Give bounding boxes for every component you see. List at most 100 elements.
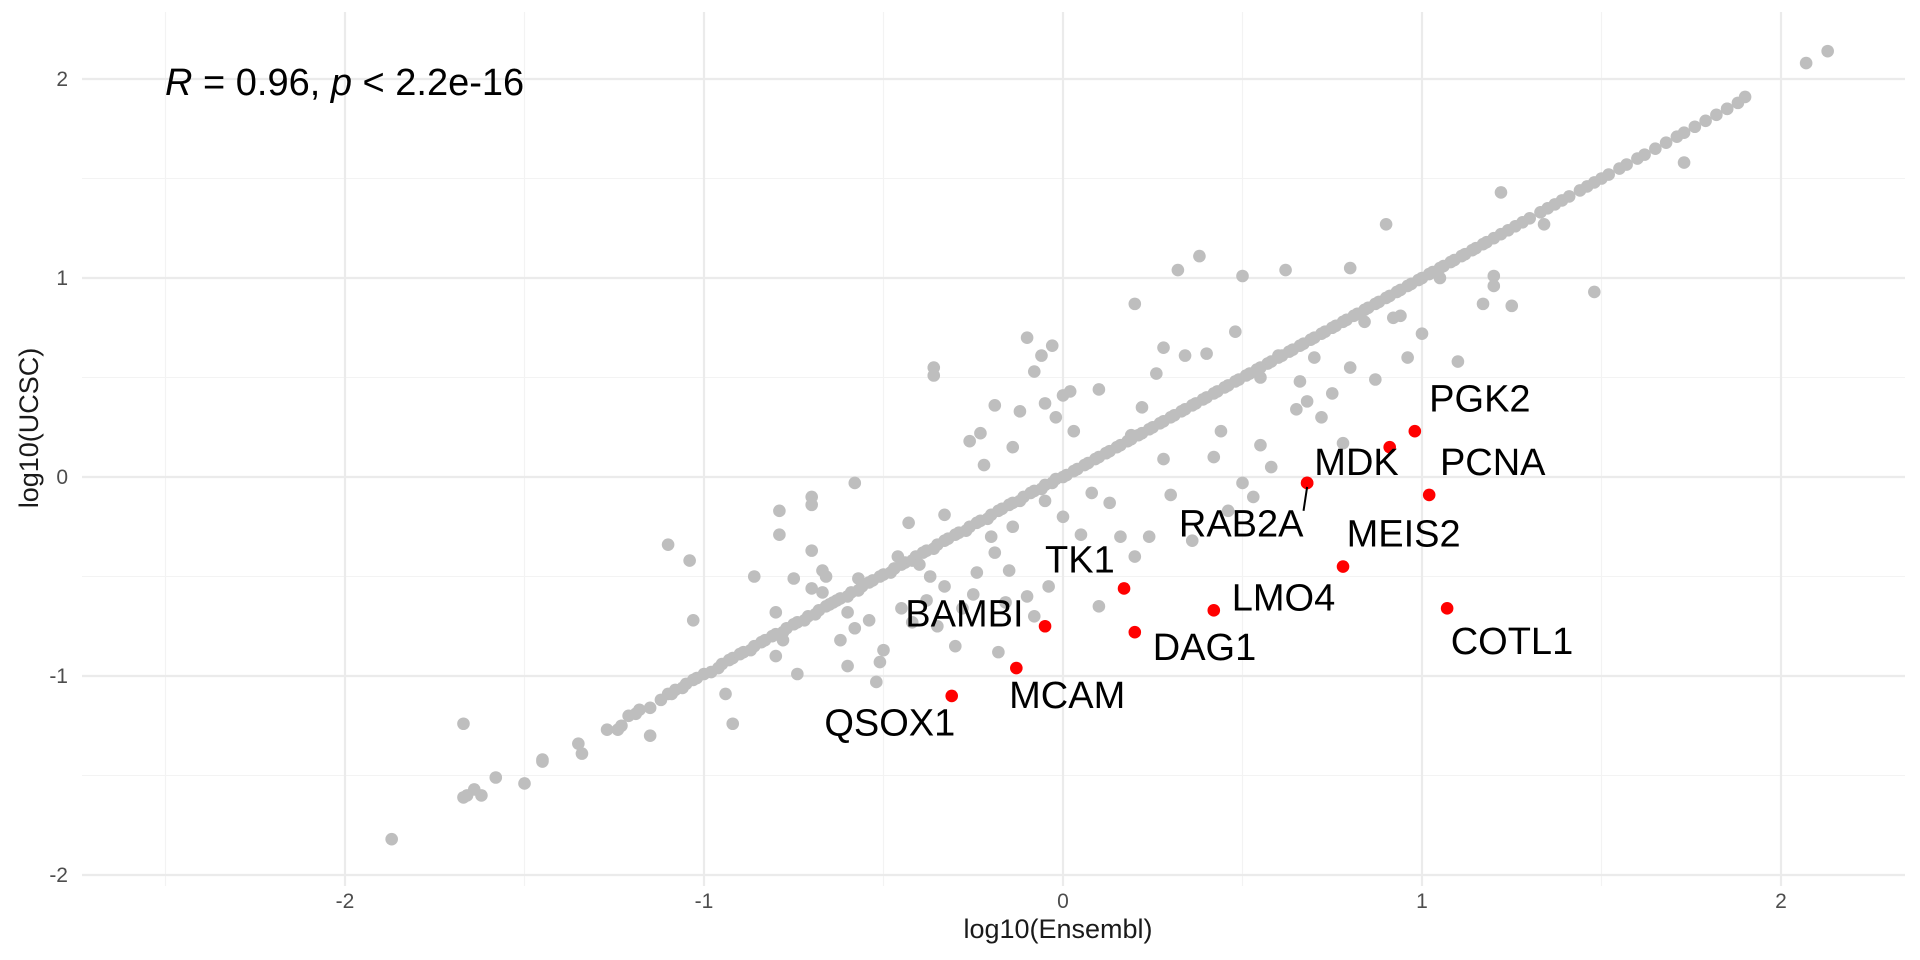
data-point: [1236, 476, 1249, 490]
data-point: [1649, 142, 1662, 155]
data-point: [963, 434, 976, 448]
data-point: [1659, 136, 1673, 149]
data-point: [1537, 217, 1551, 231]
data-point: [726, 717, 740, 731]
data-point: [776, 633, 790, 647]
data-point: [1523, 212, 1536, 225]
highlight-point-lmo4: [1207, 604, 1221, 617]
data-point: [805, 544, 818, 557]
data-point: [819, 570, 833, 583]
data-point: [1476, 297, 1490, 311]
data-point: [848, 621, 862, 635]
highlight-point-pgk2: [1408, 424, 1422, 438]
data-point: [1038, 397, 1052, 410]
data-point: [1246, 490, 1260, 504]
data-point: [769, 649, 783, 663]
highlight-point-rab2a: [1300, 476, 1314, 490]
data-point: [923, 570, 937, 583]
data-point: [719, 687, 732, 701]
data-point: [1638, 148, 1651, 161]
data-point: [1401, 351, 1414, 364]
point-label-rab2a: RAB2A: [1179, 504, 1304, 546]
data-point: [834, 633, 847, 647]
point-label-meis2: MEIS2: [1347, 514, 1461, 556]
data-point: [1487, 279, 1501, 293]
data-point: [1207, 450, 1221, 464]
data-point: [1135, 401, 1149, 414]
data-point: [988, 546, 1002, 559]
data-point: [1264, 460, 1278, 474]
data-point: [841, 659, 854, 673]
data-point: [1308, 351, 1321, 364]
data-point: [1487, 269, 1501, 283]
p-symbol: p: [330, 62, 352, 104]
data-point: [1677, 156, 1691, 169]
data-point: [1128, 550, 1142, 563]
data-point: [686, 613, 700, 627]
data-point: [643, 729, 657, 742]
data-point: [1229, 325, 1242, 339]
data-point: [1279, 263, 1292, 277]
x-tick-label: 1: [1416, 890, 1428, 913]
data-point: [848, 476, 862, 490]
data-point: [1142, 530, 1156, 543]
data-point: [1300, 395, 1314, 408]
data-point: [518, 777, 531, 790]
data-point: [1128, 297, 1142, 311]
y-tick-label: 2: [56, 68, 68, 91]
data-point: [1494, 186, 1508, 199]
highlight-point-cotl1: [1440, 602, 1454, 615]
data-point: [1272, 349, 1285, 362]
data-point: [1415, 327, 1429, 341]
highlight-point: [1383, 440, 1396, 454]
data-point: [1290, 403, 1303, 416]
data-point: [1020, 331, 1034, 345]
data-point: [1193, 249, 1206, 263]
data-point: [1027, 365, 1041, 378]
tick-labels: -2 -1 0 1 2 -2 -1 0 1 2: [49, 68, 1787, 913]
data-point: [1358, 315, 1371, 329]
data-point: [992, 645, 1005, 659]
data-point: [870, 675, 883, 689]
data-point: [877, 643, 890, 657]
data-point: [1588, 285, 1601, 299]
rab2a-leader-line: [1302, 486, 1309, 511]
data-point: [949, 639, 962, 653]
highlight-point-bambi: [1038, 619, 1052, 633]
data-point: [385, 832, 398, 846]
data-point: [1688, 120, 1702, 134]
data-point: [1074, 528, 1088, 542]
x-tick-label: -1: [695, 890, 714, 913]
data-point: [1178, 349, 1192, 362]
p-value: < 2.2e-16: [352, 62, 524, 104]
data-point: [1157, 452, 1170, 466]
background-points: [385, 44, 1834, 846]
data-point: [1369, 373, 1382, 386]
data-point: [787, 572, 801, 585]
data-point: [816, 586, 829, 599]
data-point: [1677, 126, 1691, 140]
data-point: [1035, 349, 1048, 362]
data-point: [1056, 510, 1070, 524]
data-point: [1394, 309, 1407, 323]
data-point: [970, 566, 984, 579]
data-point: [1710, 108, 1723, 122]
point-label-pcna: PCNA: [1440, 442, 1546, 484]
data-point: [1343, 361, 1357, 374]
data-point: [902, 516, 915, 530]
data-point: [977, 458, 991, 472]
data-point: [1620, 158, 1633, 171]
data-point: [1042, 580, 1055, 593]
data-point: [1315, 411, 1328, 424]
data-point: [1006, 440, 1020, 454]
data-point: [1433, 271, 1447, 285]
x-tick-label: 2: [1775, 890, 1787, 913]
data-point: [1002, 564, 1016, 577]
data-point: [920, 594, 933, 607]
point-label-dag1: DAG1: [1153, 627, 1256, 669]
highlight-point-qsox1: [945, 689, 959, 703]
data-point: [938, 580, 951, 593]
data-point: [805, 498, 818, 512]
data-point: [1092, 600, 1106, 613]
data-point: [1164, 488, 1177, 502]
